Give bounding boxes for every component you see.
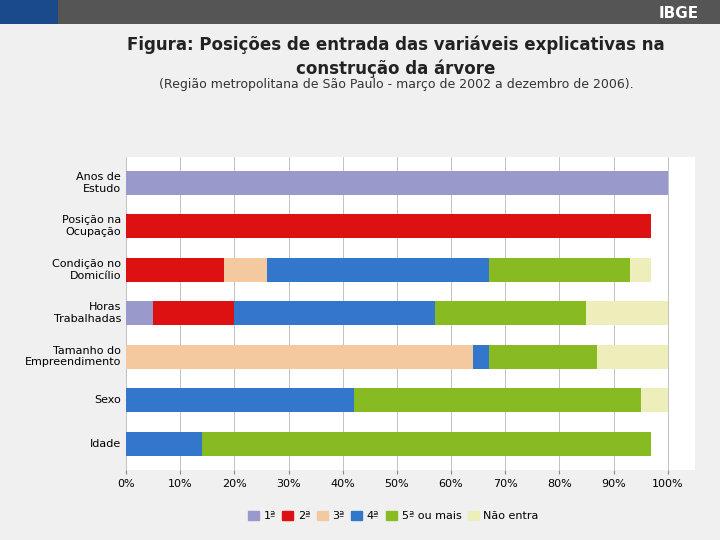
Bar <box>354 388 641 412</box>
Bar <box>126 171 667 195</box>
Bar <box>126 258 223 282</box>
Text: Figura: Posições de entrada das variáveis explicativas na
construção da árvore: Figura: Posições de entrada das variávei… <box>127 35 665 78</box>
Bar <box>267 258 489 282</box>
Bar <box>489 345 598 369</box>
Bar <box>435 301 587 325</box>
Bar <box>473 345 489 369</box>
Bar <box>641 388 667 412</box>
Bar <box>598 345 667 369</box>
Text: IBGE: IBGE <box>658 6 698 21</box>
Bar <box>153 301 234 325</box>
Bar <box>587 301 667 325</box>
Text: (Região metropolitana de São Paulo - março de 2002 a dezembro de 2006).: (Região metropolitana de São Paulo - mar… <box>158 78 634 91</box>
Legend: 1ª, 2ª, 3ª, 4ª, 5ª ou mais, Não entra: 1ª, 2ª, 3ª, 4ª, 5ª ou mais, Não entra <box>243 507 544 526</box>
Bar <box>126 431 202 456</box>
Bar <box>126 301 153 325</box>
Bar <box>489 258 630 282</box>
Bar <box>126 345 473 369</box>
Bar <box>126 214 652 238</box>
Bar <box>630 258 652 282</box>
Bar <box>126 388 354 412</box>
Bar <box>223 258 267 282</box>
Bar <box>234 301 435 325</box>
Bar <box>202 431 652 456</box>
